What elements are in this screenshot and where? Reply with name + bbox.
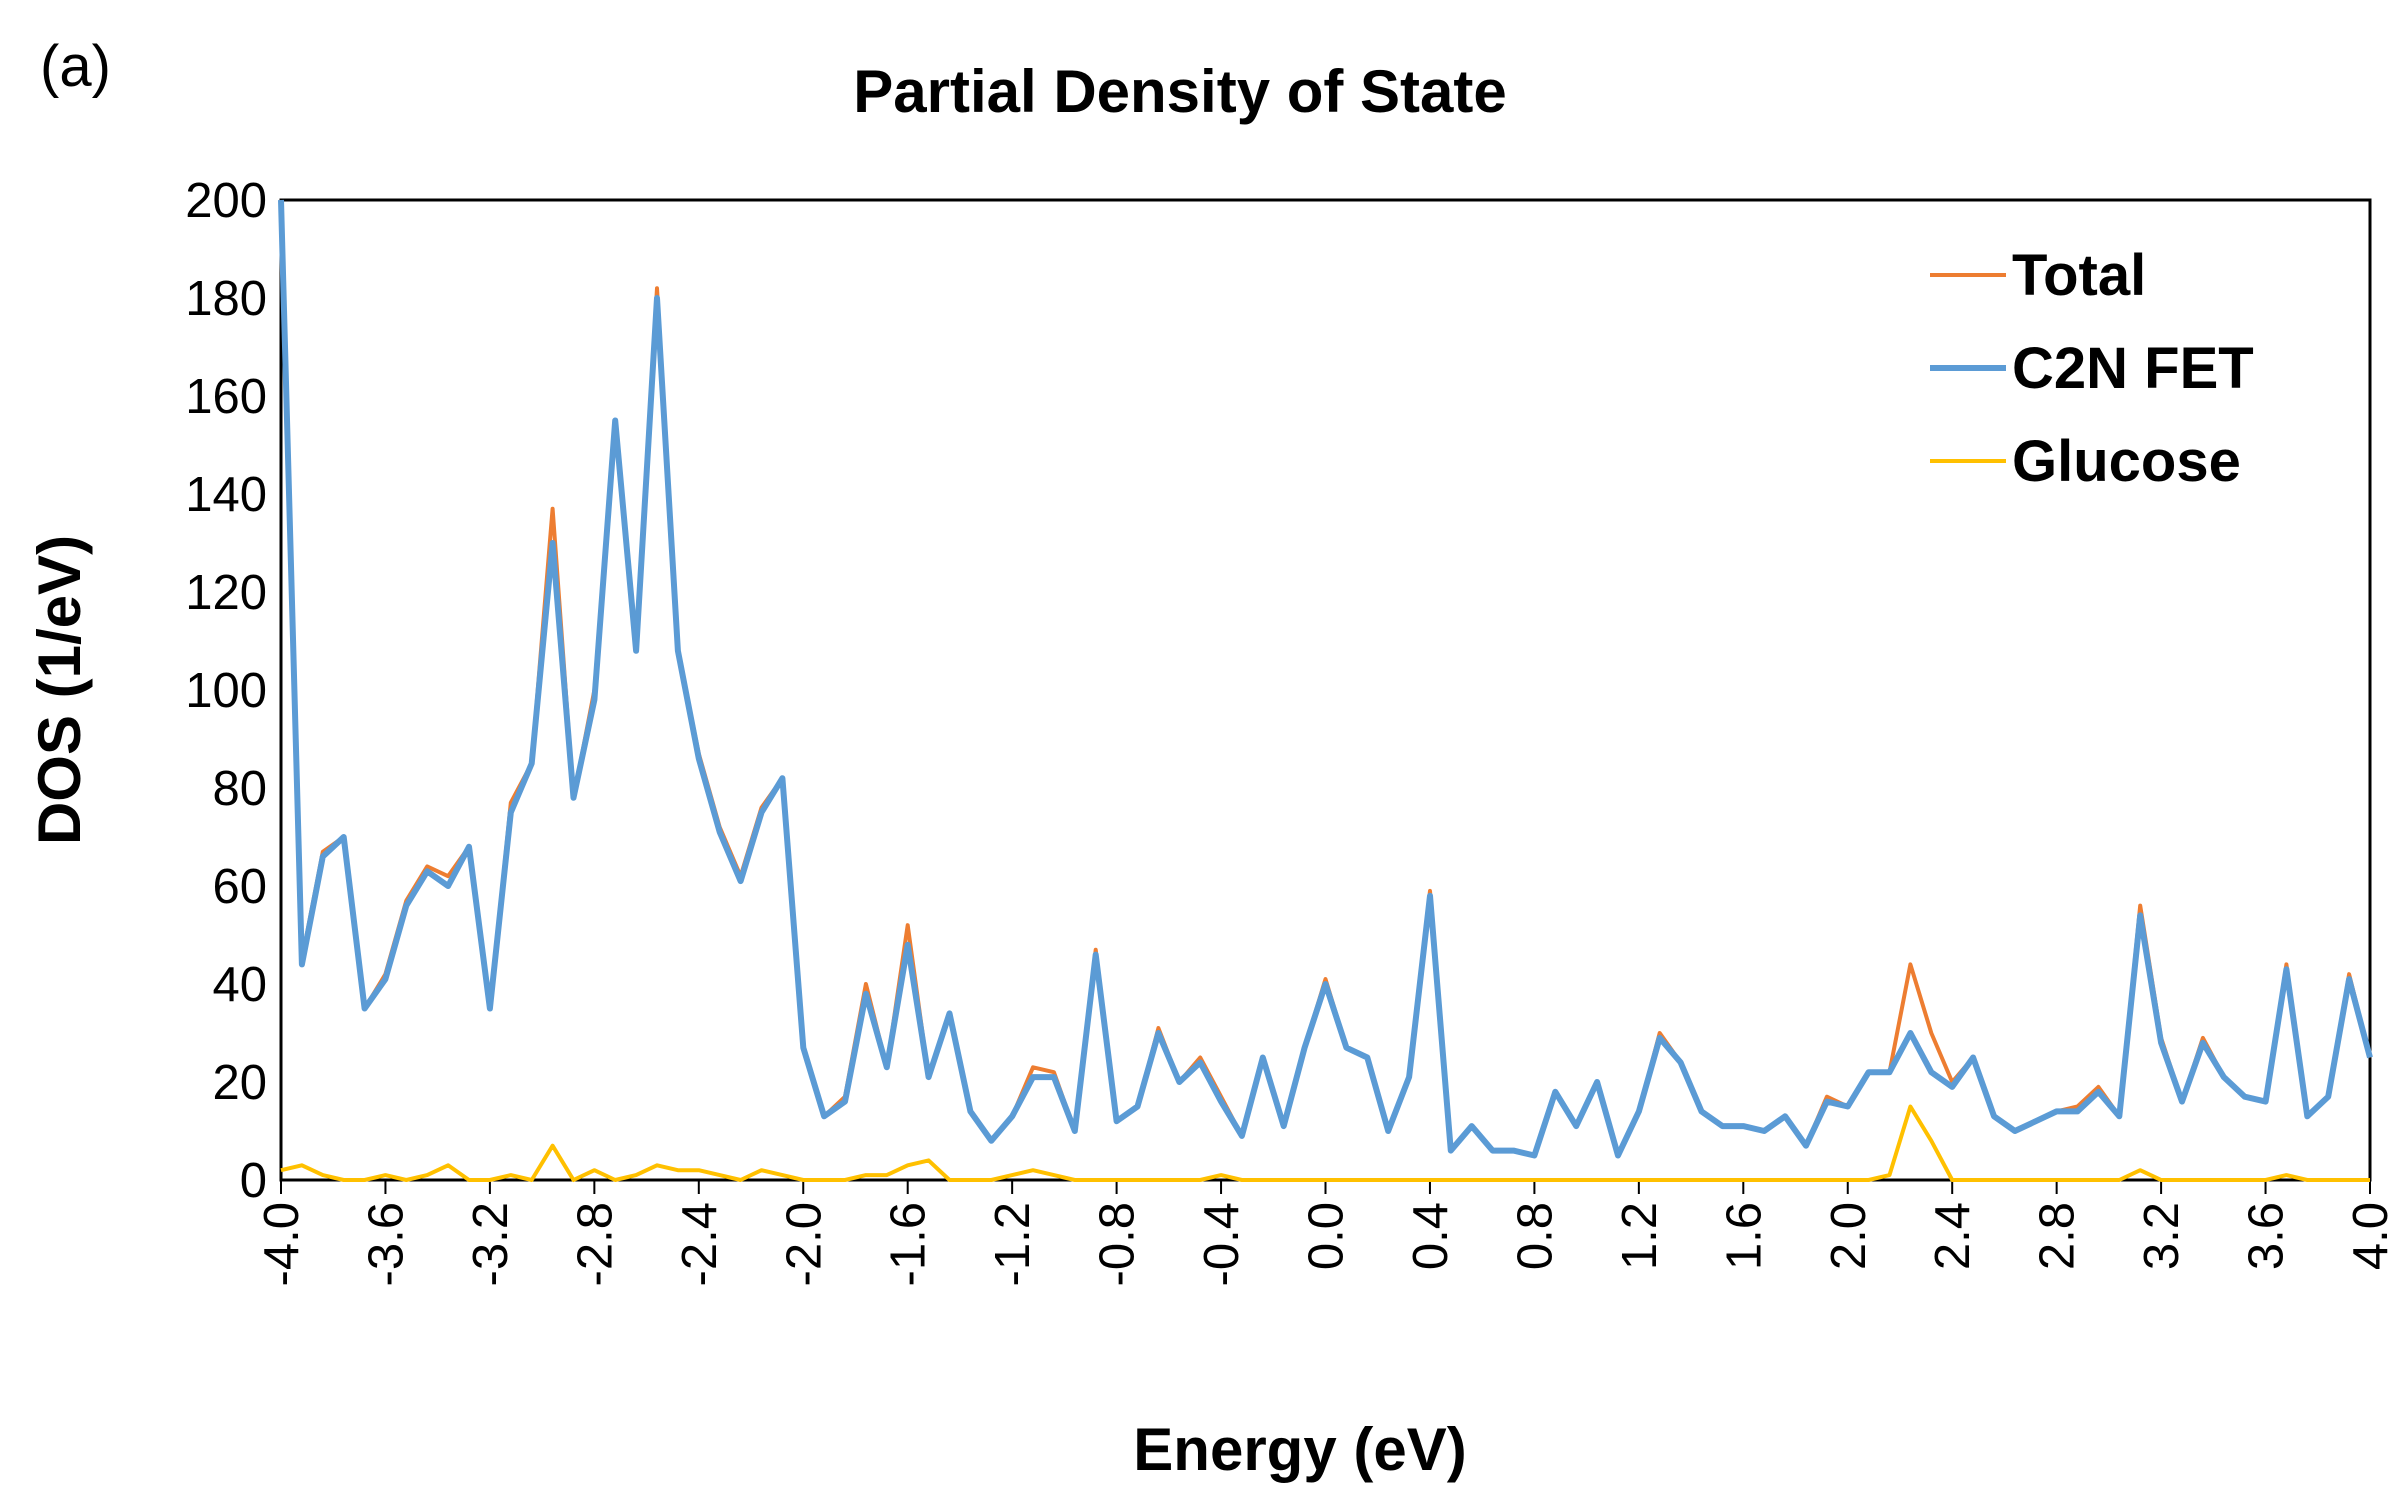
x-tick-label: 2.0	[1822, 1202, 1876, 1270]
x-tick-label: 0.8	[1508, 1202, 1562, 1270]
x-tick-label: 4.0	[2344, 1202, 2398, 1270]
panel-label: (a)	[40, 34, 111, 99]
x-tick-label: -0.8	[1091, 1202, 1145, 1286]
x-tick-label: 3.6	[2240, 1202, 2294, 1270]
y-axis-label: DOS (1/eV)	[26, 535, 93, 845]
x-axis-label: Energy (eV)	[1133, 1416, 1466, 1483]
y-tick-label: 40	[212, 958, 267, 1012]
x-tick-label: 0.0	[1300, 1202, 1354, 1270]
x-tick-label: 2.8	[2031, 1202, 2085, 1270]
plot-area: 0 20 40 60 80 100 120 140 160 180 200 -4.0 -3.6 -3.2…	[185, 174, 2398, 1286]
legend-label-total: Total	[2012, 243, 2146, 308]
chart-title: Partial Density of State	[853, 58, 1507, 125]
series-line-glucose	[280, 1104, 2370, 1182]
x-tick-label: -2.4	[673, 1202, 727, 1286]
y-tick-label: 140	[185, 468, 267, 522]
y-tick-label: 0	[240, 1154, 267, 1208]
x-tick-label: 1.6	[1717, 1202, 1771, 1270]
y-tick-label: 60	[212, 860, 267, 914]
legend-label-glucose: Glucose	[2012, 429, 2241, 494]
y-tick-label: 180	[185, 272, 267, 326]
x-tick-label: -0.4	[1195, 1202, 1249, 1286]
x-tick-label: -1.2	[986, 1202, 1040, 1286]
x-tick-label: 3.2	[2135, 1202, 2189, 1270]
x-tick-label: 2.4	[1926, 1202, 1980, 1270]
y-tick-label: 200	[185, 174, 267, 228]
x-tick-label: -4.0	[255, 1202, 309, 1286]
x-tick-label: 1.2	[1613, 1202, 1667, 1270]
y-tick-label: 160	[185, 370, 267, 424]
series-lines	[278, 199, 2373, 1182]
y-tick-label: 100	[185, 664, 267, 718]
legend: Total C2N FET Glucose	[1930, 243, 2254, 494]
y-tick-label: 120	[185, 566, 267, 620]
x-tick-label: -3.2	[464, 1202, 518, 1286]
x-axis-ticks: -4.0 -3.6 -3.2 -2.8 -2.4 -2.0 -1.6 -1.2 -0.8 -0.4…	[255, 1180, 2398, 1286]
legend-label-c2n-fet: C2N FET	[2012, 336, 2254, 401]
x-tick-label: -3.6	[359, 1202, 413, 1286]
x-tick-label: -2.0	[777, 1202, 831, 1286]
series-line-c2n-fet	[278, 199, 2373, 1159]
x-tick-label: 0.4	[1404, 1202, 1458, 1270]
y-axis-ticks: 0 20 40 60 80 100 120 140 160 180 200	[185, 174, 267, 1208]
y-tick-label: 20	[212, 1056, 267, 1110]
x-tick-label: -2.8	[568, 1202, 622, 1286]
y-tick-label: 80	[212, 762, 267, 816]
x-tick-label: -1.6	[882, 1202, 936, 1286]
